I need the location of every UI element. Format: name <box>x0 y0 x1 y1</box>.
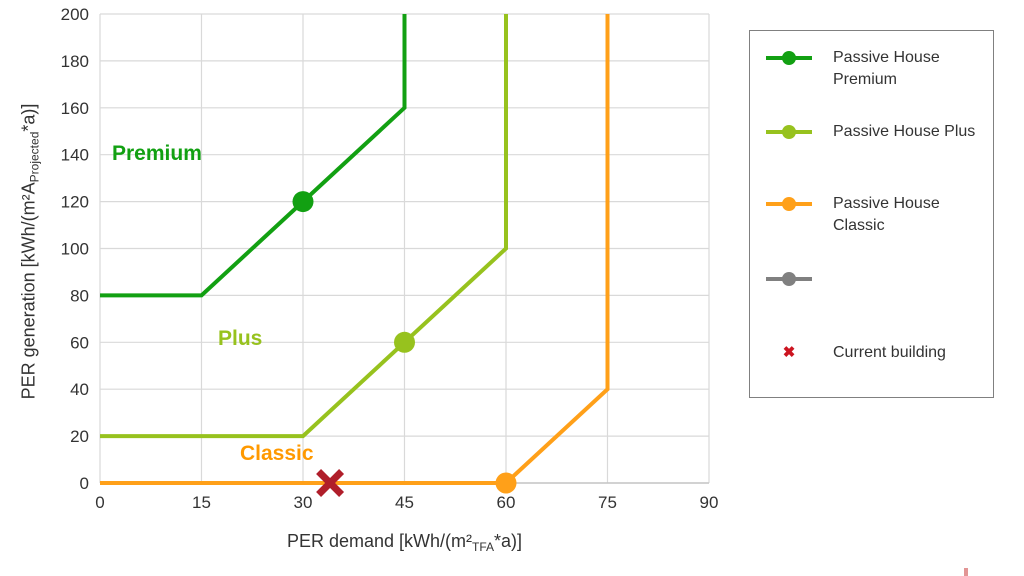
legend-box: Passive House Premium Passive House Plus… <box>749 30 994 398</box>
x-axis-title-suffix: *a)] <box>494 531 523 551</box>
x-tick-label: 0 <box>95 493 104 512</box>
legend-label: Passive House Classic <box>833 195 940 234</box>
y-axis-title-suffix: *a)] <box>18 103 39 132</box>
x-tick-label: 60 <box>497 493 516 512</box>
zone-label-premium: Premium <box>112 142 202 165</box>
y-axis-title: PER generation [kWh/(m²AProjected*a)] <box>19 42 42 462</box>
legend-marker-x-current-building: ✖ <box>782 344 796 361</box>
y-tick-label: 140 <box>61 146 89 165</box>
y-tick-label: 100 <box>61 240 89 259</box>
series-dot-passive-house-plus <box>394 331 415 353</box>
legend-marker-line-dot-gray <box>766 268 812 290</box>
zone-label-plus: Plus <box>218 327 263 350</box>
current-building-marker <box>316 469 345 497</box>
series-dot-passive-house-premium <box>292 191 314 213</box>
legend-item-current-building: ✖ Current building <box>766 342 985 364</box>
series-line-passive-house-classic <box>100 14 610 485</box>
legend-marker-line-dot-plus <box>766 121 812 143</box>
y-tick-label: 200 <box>61 5 89 24</box>
legend-marker-line-dot-premium <box>766 47 812 69</box>
x-axis-title: PER demand [kWh/(m²TFA*a)] <box>100 531 709 554</box>
y-axis-title-prefix: PER generation [kWh/(m²A <box>18 182 39 400</box>
x-tick-label: 30 <box>294 493 313 512</box>
y-tick-label: 40 <box>70 380 89 399</box>
x-tick-label: 15 <box>192 493 211 512</box>
y-tick-label: 160 <box>61 99 89 118</box>
series-dot-passive-house-classic <box>495 472 517 494</box>
x-tick-label: 45 <box>395 493 414 512</box>
y-tick-label: 80 <box>70 286 89 305</box>
legend-label: Passive House Plus <box>833 123 976 140</box>
legend-item-passive-house-classic: Passive House Classic <box>766 193 985 237</box>
x-tick-label: 75 <box>598 493 617 512</box>
legend-marker-line-dot-classic <box>766 193 812 215</box>
legend-item-passive-house-plus: Passive House Plus <box>766 121 985 143</box>
x-tick-label: 90 <box>700 493 719 512</box>
red-watermark-artifact <box>964 568 968 576</box>
chart-canvas: 0 15 30 45 60 75 90 0 20 40 60 80 100 120 140 160 180 200 <box>61 5 719 512</box>
y-tick-label: 120 <box>61 193 89 212</box>
legend-item-passive-house-premium: Passive House Premium <box>766 47 985 91</box>
y-tick-label: 20 <box>70 427 89 446</box>
x-axis-title-prefix: PER demand [kWh/(m² <box>286 531 472 551</box>
x-axis-title-subscript: TFA <box>472 540 495 554</box>
legend-label: Current building <box>833 344 946 361</box>
y-tick-label: 0 <box>80 474 89 493</box>
y-axis-title-subscript: Projected <box>27 131 42 183</box>
legend-label: Passive House Premium <box>833 49 940 88</box>
y-tick-label: 60 <box>70 333 89 352</box>
y-tick-label: 180 <box>61 52 89 71</box>
legend-item-unlabeled-gray <box>766 268 985 290</box>
zone-label-classic: Classic <box>240 442 314 465</box>
